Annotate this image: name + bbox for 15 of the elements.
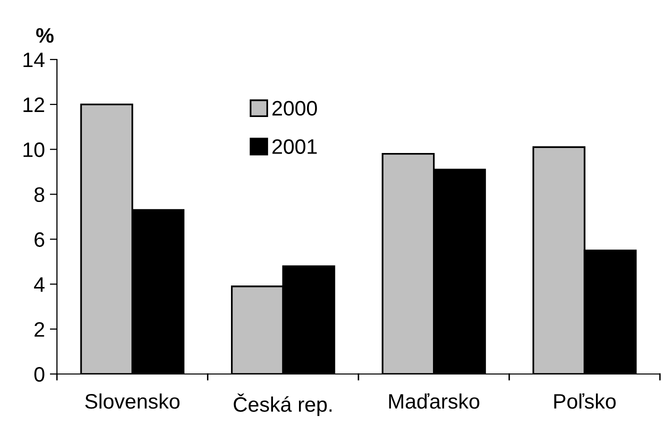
y-tick-label: 8 [34, 187, 44, 202]
y-tick-label: 4 [34, 277, 45, 292]
y-axis-title: % [36, 28, 54, 43]
legend-label: 2001 [272, 139, 317, 154]
y-tick-label: 10 [24, 142, 44, 158]
x-tick-label: Maďarsko [389, 393, 480, 409]
y-tick-label: 12 [24, 97, 44, 112]
x-tick-label: Česká rep. [234, 393, 332, 416]
x-tick-label: Poľsko [554, 393, 616, 409]
y-tick-label: 6 [34, 232, 44, 247]
legend-label: 2000 [272, 100, 317, 116]
x-tick-label: Slovensko [85, 393, 180, 409]
y-tick-label: 14 [24, 52, 45, 68]
y-tick-label: 0 [34, 367, 44, 382]
y-tick-label: 2 [34, 322, 44, 337]
